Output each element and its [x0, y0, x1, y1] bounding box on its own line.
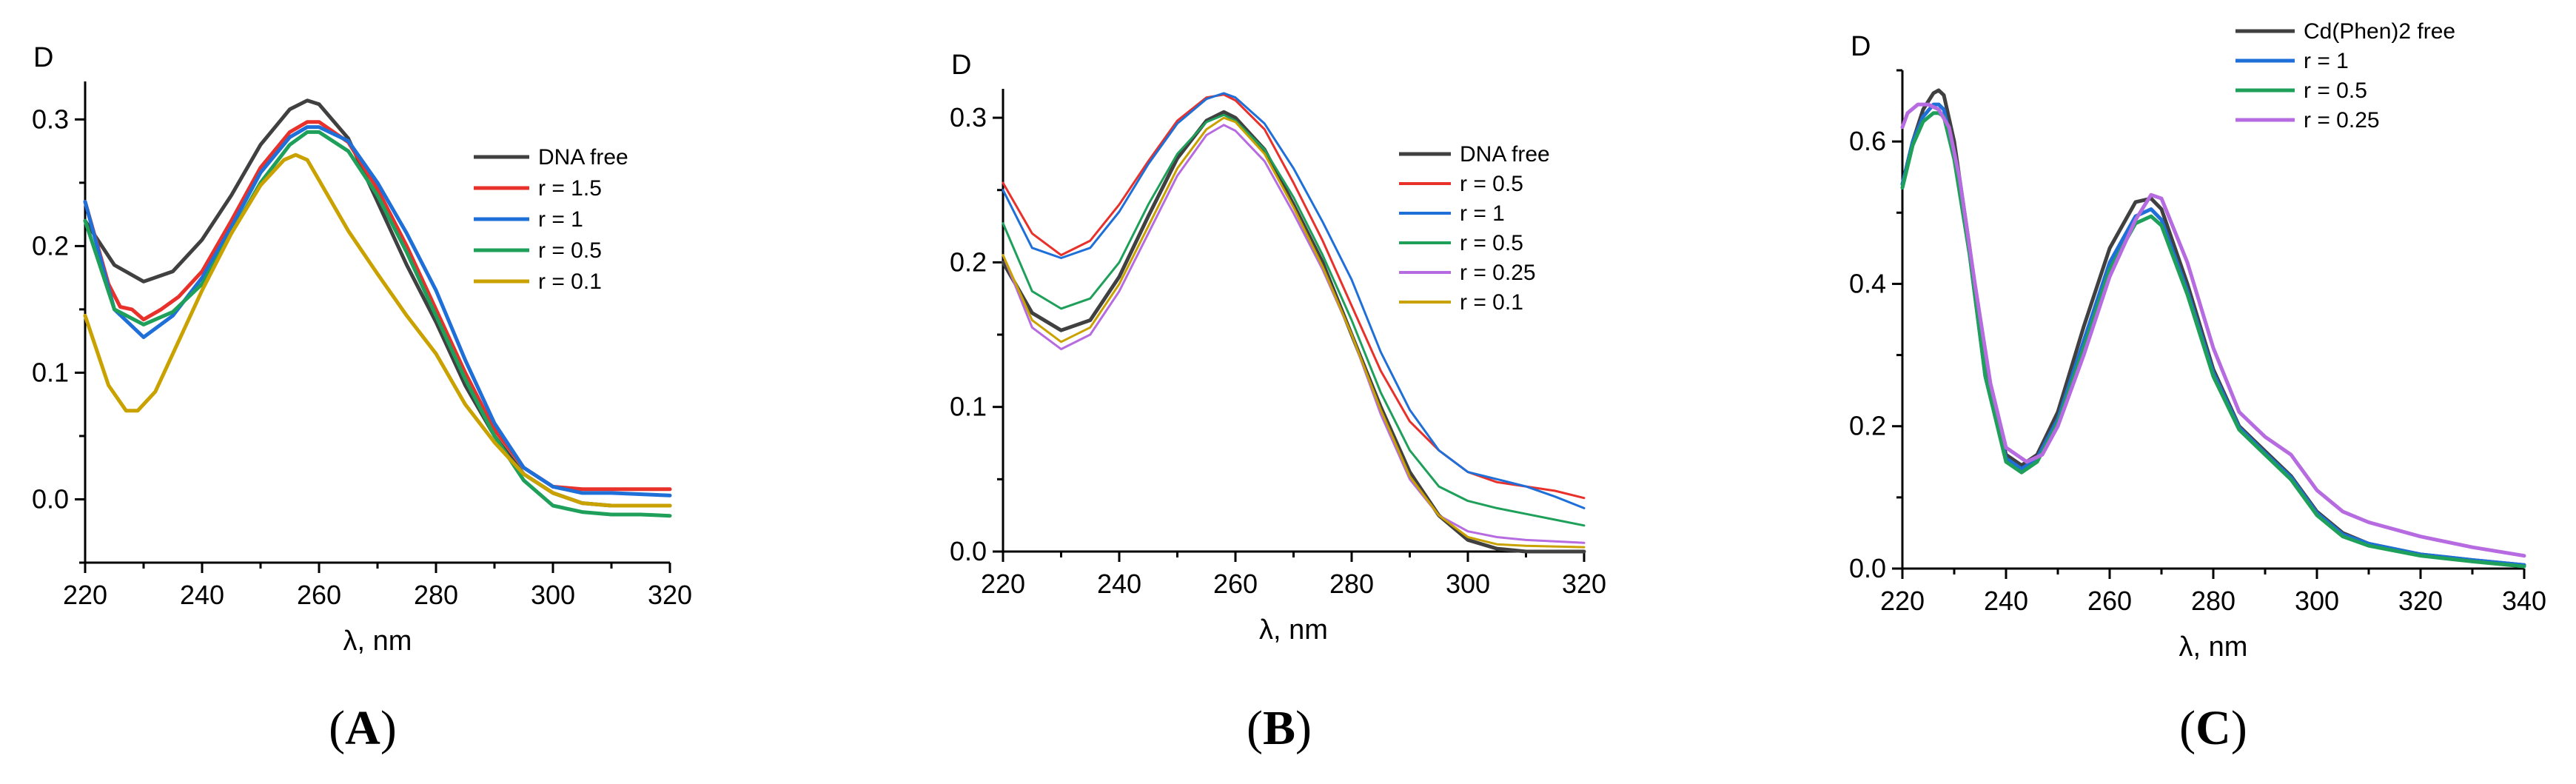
legend-label: r = 0.5 — [1460, 231, 1523, 255]
series-line-4 — [1900, 102, 2526, 558]
panel-label-close-paren: ) — [380, 701, 397, 755]
panel-label-close-paren: ) — [1295, 701, 1312, 755]
legend-label: r = 1.5 — [538, 176, 602, 201]
y-tick-label: 0.3 — [32, 104, 69, 134]
x-tick-label: 220 — [1880, 586, 1925, 616]
series-line-5 — [1002, 124, 1586, 544]
series-line-6 — [1002, 116, 1586, 549]
x-tick-label: 240 — [1097, 569, 1141, 599]
series-line-5 — [83, 153, 672, 508]
y-tick-label: 0.1 — [32, 357, 69, 387]
panel-label-letter: C — [2196, 701, 2231, 755]
y-tick-label: 0.0 — [1849, 553, 1886, 583]
panel-label: (A) — [329, 701, 397, 755]
legend-label: r = 0.1 — [538, 269, 602, 294]
x-tick-label: 300 — [1446, 569, 1490, 599]
y-tick-label: 0.2 — [1849, 411, 1886, 441]
series-line-2 — [1002, 93, 1586, 500]
legend-label: r = 0.25 — [2304, 108, 2380, 133]
legend-label: r = 1 — [1460, 201, 1505, 226]
x-axis-title: λ, nm — [343, 626, 412, 657]
x-tick-label: 260 — [297, 580, 341, 610]
legend-label: r = 1 — [2304, 49, 2349, 73]
panel-label-close-paren: ) — [2231, 701, 2247, 755]
x-axis-title: λ, nm — [1259, 614, 1328, 646]
legend-label: r = 0.5 — [2304, 78, 2367, 103]
x-tick-label: 340 — [2502, 586, 2546, 616]
x-tick-label: 280 — [2191, 586, 2235, 616]
panel-label-open-paren: ( — [2179, 701, 2196, 755]
series-line-2 — [1900, 102, 2526, 567]
panel-b-chart: D 220 240 260 280 300 320 0.0 0.1 0.2 0.3 λ, nm DNA … — [950, 50, 1606, 755]
y-axis-title: D — [1851, 31, 1871, 62]
panel-label: (C) — [2179, 701, 2247, 755]
panel-label-open-paren: ( — [329, 701, 345, 755]
x-axis-title: λ, nm — [2179, 631, 2248, 663]
x-tick-label: 300 — [531, 580, 575, 610]
panel-c-chart: D 220 240 260 280 300 320 340 0.0 0.2 0.4 0.6 λ, nm C… — [1849, 19, 2546, 755]
legend-label: r = 0.5 — [538, 238, 602, 263]
x-tick-label: 320 — [648, 580, 692, 610]
legend-label: r = 0.1 — [1460, 290, 1523, 315]
legend-label: r = 1 — [538, 207, 583, 232]
series-line-1 — [1900, 88, 2526, 567]
series-line-4 — [83, 130, 672, 518]
panel-label-letter: A — [345, 701, 380, 755]
legend-label: r = 0.5 — [1460, 172, 1523, 196]
x-tick-label: 280 — [414, 580, 458, 610]
x-tick-label: 220 — [63, 580, 107, 610]
legend-label: DNA free — [538, 145, 628, 170]
x-tick-label: 260 — [2087, 586, 2132, 616]
x-tick-label: 320 — [1562, 569, 1606, 599]
panel-a-chart: D 220 240 260 280 300 320 0.0 0.1 0.2 0.3 λ, nm DNA … — [32, 42, 692, 755]
y-axis-title: D — [33, 42, 53, 73]
legend-label: DNA free — [1460, 142, 1550, 167]
x-tick-label: 220 — [981, 569, 1025, 599]
series-line-3 — [1002, 92, 1586, 509]
y-tick-label: 0.1 — [950, 392, 987, 422]
y-tick-label: 0.2 — [950, 247, 987, 277]
y-tick-label: 0.6 — [1849, 126, 1886, 156]
x-tick-label: 320 — [2398, 586, 2443, 616]
x-tick-label: 300 — [2295, 586, 2339, 616]
series-line-4 — [1002, 113, 1586, 527]
panel-label-open-paren: ( — [1247, 701, 1263, 755]
panel-label-letter: B — [1263, 701, 1295, 755]
panel-label: (B) — [1247, 701, 1312, 755]
y-axis-title: D — [951, 50, 971, 81]
y-tick-label: 0.2 — [32, 230, 69, 261]
x-tick-label: 240 — [180, 580, 224, 610]
x-tick-label: 280 — [1329, 569, 1374, 599]
x-tick-label: 260 — [1213, 569, 1258, 599]
y-tick-label: 0.0 — [950, 536, 987, 566]
legend-label: r = 0.25 — [1460, 261, 1536, 285]
x-tick-label: 240 — [1984, 586, 2028, 616]
legend-label: Cd(Phen)2 free — [2304, 19, 2455, 44]
y-tick-label: 0.3 — [950, 102, 987, 133]
y-tick-label: 0.0 — [32, 483, 69, 514]
series-line-3 — [1900, 111, 2526, 569]
y-tick-label: 0.4 — [1849, 268, 1886, 298]
